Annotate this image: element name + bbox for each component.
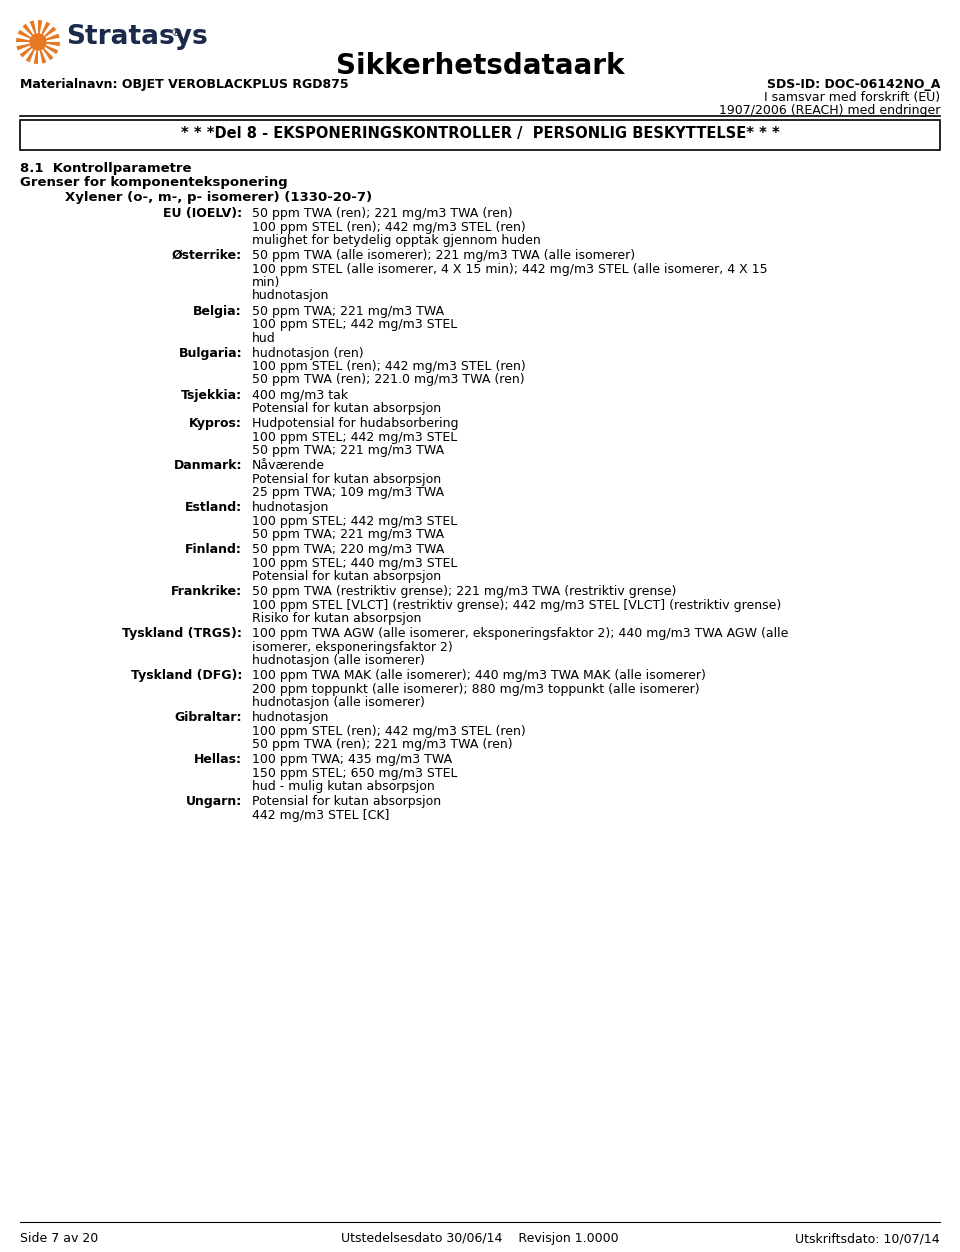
Polygon shape — [16, 44, 31, 50]
Text: 100 ppm STEL (ren); 442 mg/m3 STEL (ren): 100 ppm STEL (ren); 442 mg/m3 STEL (ren) — [252, 220, 526, 234]
Polygon shape — [45, 45, 59, 54]
Text: 100 ppm TWA MAK (alle isomerer); 440 mg/m3 TWA MAK (alle isomerer): 100 ppm TWA MAK (alle isomerer); 440 mg/… — [252, 669, 706, 682]
Text: Tyskland (DFG):: Tyskland (DFG): — [131, 669, 242, 682]
Text: 100 ppm TWA; 435 mg/m3 TWA: 100 ppm TWA; 435 mg/m3 TWA — [252, 752, 452, 766]
Polygon shape — [20, 46, 33, 58]
Text: 8.1  Kontrollparametre: 8.1 Kontrollparametre — [20, 162, 191, 175]
Text: * * *Del 8 - EKSPONERINGSKONTROLLER /  PERSONLIG BESKYTTELSE* * *: * * *Del 8 - EKSPONERINGSKONTROLLER / PE… — [180, 126, 780, 141]
Text: 50 ppm TWA (restriktiv grense); 221 mg/m3 TWA (restriktiv grense): 50 ppm TWA (restriktiv grense); 221 mg/m… — [252, 585, 677, 598]
Text: Gibraltar:: Gibraltar: — [175, 711, 242, 724]
Text: Bulgaria:: Bulgaria: — [179, 347, 242, 359]
Text: 50 ppm TWA; 220 mg/m3 TWA: 50 ppm TWA; 220 mg/m3 TWA — [252, 543, 444, 556]
Text: Danmark:: Danmark: — [174, 459, 242, 472]
Text: hudnotasjon: hudnotasjon — [252, 501, 329, 515]
Text: Belgia:: Belgia: — [193, 304, 242, 318]
Text: 200 ppm toppunkt (alle isomerer); 880 mg/m3 toppunkt (alle isomerer): 200 ppm toppunkt (alle isomerer); 880 mg… — [252, 682, 700, 696]
Polygon shape — [17, 30, 32, 39]
Text: Nåværende: Nåværende — [252, 459, 325, 472]
Text: Østerrike:: Østerrike: — [172, 249, 242, 262]
Text: 100 ppm STEL (alle isomerer, 4 X 15 min); 442 mg/m3 STEL (alle isomerer, 4 X 15: 100 ppm STEL (alle isomerer, 4 X 15 min)… — [252, 263, 768, 275]
Text: Potensial for kutan absorpsjon: Potensial for kutan absorpsjon — [252, 570, 442, 583]
Text: hudnotasjon (ren): hudnotasjon (ren) — [252, 347, 364, 359]
Text: min): min) — [252, 275, 280, 289]
Circle shape — [30, 34, 46, 50]
Text: Utstedelsesdato 30/06/14    Revisjon 1.0000: Utstedelsesdato 30/06/14 Revisjon 1.0000 — [341, 1232, 619, 1244]
Text: Tyskland (TRGS):: Tyskland (TRGS): — [122, 627, 242, 640]
Text: hud - mulig kutan absorpsjon: hud - mulig kutan absorpsjon — [252, 780, 435, 793]
Text: mulighet for betydelig opptak gjennom huden: mulighet for betydelig opptak gjennom hu… — [252, 234, 540, 247]
Text: Hellas:: Hellas: — [194, 752, 242, 766]
Text: 400 mg/m3 tak: 400 mg/m3 tak — [252, 388, 348, 402]
Text: I samsvar med forskrift (EU): I samsvar med forskrift (EU) — [764, 91, 940, 104]
Bar — [20, 120, 940, 150]
Text: 50 ppm TWA (ren); 221 mg/m3 TWA (ren): 50 ppm TWA (ren); 221 mg/m3 TWA (ren) — [252, 207, 513, 220]
Text: isomerer, eksponeringsfaktor 2): isomerer, eksponeringsfaktor 2) — [252, 641, 453, 654]
Text: hudnotasjon: hudnotasjon — [252, 289, 329, 303]
Text: hudnotasjon (alle isomerer): hudnotasjon (alle isomerer) — [252, 654, 425, 667]
Text: Ungarn:: Ungarn: — [185, 795, 242, 808]
Text: 100 ppm STEL; 440 mg/m3 STEL: 100 ppm STEL; 440 mg/m3 STEL — [252, 556, 457, 570]
Text: 50 ppm TWA (alle isomerer); 221 mg/m3 TWA (alle isomerer): 50 ppm TWA (alle isomerer); 221 mg/m3 TW… — [252, 249, 636, 262]
Text: 50 ppm TWA (ren); 221 mg/m3 TWA (ren): 50 ppm TWA (ren); 221 mg/m3 TWA (ren) — [252, 737, 513, 751]
Text: Risiko for kutan absorpsjon: Risiko for kutan absorpsjon — [252, 612, 421, 625]
Text: Sikkerhetsdataark: Sikkerhetsdataark — [336, 53, 624, 80]
Text: Grenser for komponenteksponering: Grenser for komponenteksponering — [20, 177, 288, 189]
Text: 100 ppm STEL (ren); 442 mg/m3 STEL (ren): 100 ppm STEL (ren); 442 mg/m3 STEL (ren) — [252, 725, 526, 737]
Text: Xylener (o-, m-, p- isomerer) (1330-20-7): Xylener (o-, m-, p- isomerer) (1330-20-7… — [65, 192, 372, 204]
Text: 100 ppm STEL; 442 mg/m3 STEL: 100 ppm STEL; 442 mg/m3 STEL — [252, 515, 457, 527]
Polygon shape — [26, 49, 35, 63]
Polygon shape — [39, 49, 46, 64]
Text: Materialnavn: OBJET VEROBLACKPLUS RGD875: Materialnavn: OBJET VEROBLACKPLUS RGD875 — [20, 78, 348, 91]
Text: hudnotasjon (alle isomerer): hudnotasjon (alle isomerer) — [252, 696, 425, 709]
Text: 1907/2006 (REACH) med endringer: 1907/2006 (REACH) med endringer — [719, 104, 940, 116]
Text: Stratasys: Stratasys — [66, 24, 207, 50]
Polygon shape — [22, 24, 34, 36]
Polygon shape — [46, 43, 60, 46]
Text: 50 ppm TWA; 221 mg/m3 TWA: 50 ppm TWA; 221 mg/m3 TWA — [252, 444, 444, 457]
Text: Potensial for kutan absorpsjon: Potensial for kutan absorpsjon — [252, 402, 442, 414]
Text: 25 ppm TWA; 109 mg/m3 TWA: 25 ppm TWA; 109 mg/m3 TWA — [252, 486, 444, 500]
Text: 50 ppm TWA (ren); 221.0 mg/m3 TWA (ren): 50 ppm TWA (ren); 221.0 mg/m3 TWA (ren) — [252, 373, 524, 387]
Polygon shape — [34, 50, 38, 64]
Polygon shape — [38, 20, 42, 34]
Polygon shape — [45, 34, 60, 40]
Text: Tsjekkia:: Tsjekkia: — [180, 388, 242, 402]
Text: Side 7 av 20: Side 7 av 20 — [20, 1232, 98, 1244]
Text: Kypros:: Kypros: — [189, 417, 242, 429]
Text: 100 ppm STEL; 442 mg/m3 STEL: 100 ppm STEL; 442 mg/m3 STEL — [252, 431, 457, 443]
Polygon shape — [41, 21, 50, 35]
Text: Estland:: Estland: — [185, 501, 242, 515]
Text: 442 mg/m3 STEL [CK]: 442 mg/m3 STEL [CK] — [252, 809, 390, 821]
Polygon shape — [30, 20, 36, 35]
Text: 150 ppm STEL; 650 mg/m3 STEL: 150 ppm STEL; 650 mg/m3 STEL — [252, 766, 458, 780]
Text: 100 ppm TWA AGW (alle isomerer, eksponeringsfaktor 2); 440 mg/m3 TWA AGW (alle: 100 ppm TWA AGW (alle isomerer, eksponer… — [252, 627, 788, 640]
Text: Potensial for kutan absorpsjon: Potensial for kutan absorpsjon — [252, 472, 442, 486]
Polygon shape — [43, 26, 57, 38]
Text: Finland:: Finland: — [185, 543, 242, 556]
Text: 100 ppm STEL; 442 mg/m3 STEL: 100 ppm STEL; 442 mg/m3 STEL — [252, 318, 457, 331]
Text: EU (IOELV):: EU (IOELV): — [163, 207, 242, 220]
Polygon shape — [42, 48, 54, 60]
Text: Frankrike:: Frankrike: — [171, 585, 242, 598]
Text: 100 ppm STEL [VLCT] (restriktiv grense); 442 mg/m3 STEL [VLCT] (restriktiv grens: 100 ppm STEL [VLCT] (restriktiv grense);… — [252, 598, 781, 611]
Text: 50 ppm TWA; 221 mg/m3 TWA: 50 ppm TWA; 221 mg/m3 TWA — [252, 528, 444, 541]
Text: hudnotasjon: hudnotasjon — [252, 711, 329, 724]
Text: 100 ppm STEL (ren); 442 mg/m3 STEL (ren): 100 ppm STEL (ren); 442 mg/m3 STEL (ren) — [252, 361, 526, 373]
Text: Utskriftsdato: 10/07/14: Utskriftsdato: 10/07/14 — [796, 1232, 940, 1244]
Text: ®: ® — [171, 28, 182, 38]
Polygon shape — [16, 38, 30, 43]
Text: hud: hud — [252, 332, 276, 344]
Text: Potensial for kutan absorpsjon: Potensial for kutan absorpsjon — [252, 795, 442, 808]
Text: 50 ppm TWA; 221 mg/m3 TWA: 50 ppm TWA; 221 mg/m3 TWA — [252, 304, 444, 318]
Text: SDS-ID: DOC-06142NO_A: SDS-ID: DOC-06142NO_A — [767, 78, 940, 91]
Text: Hudpotensial for hudabsorbering: Hudpotensial for hudabsorbering — [252, 417, 459, 429]
